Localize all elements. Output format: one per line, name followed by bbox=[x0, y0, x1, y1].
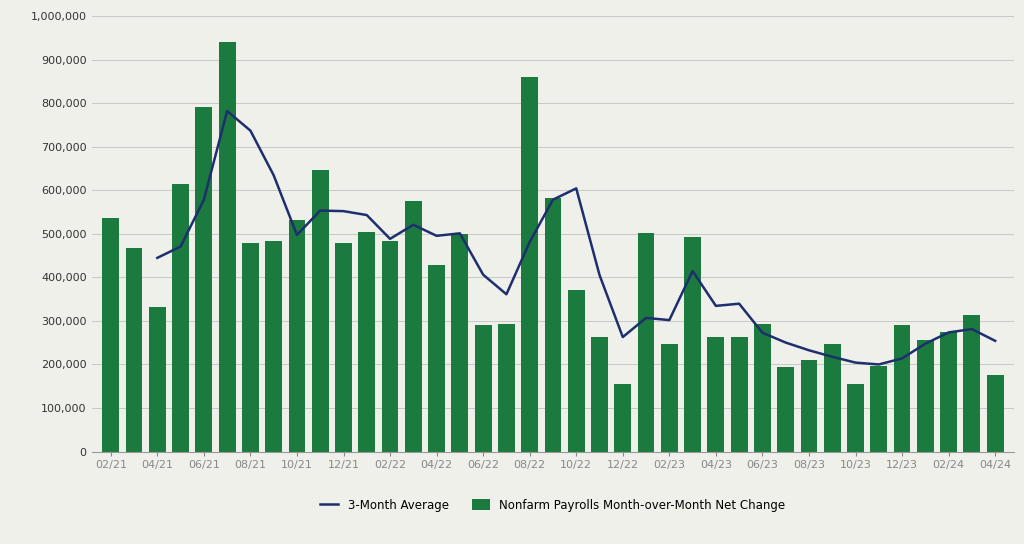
Bar bbox=[358, 232, 375, 452]
Bar bbox=[894, 325, 910, 452]
Bar bbox=[847, 384, 864, 452]
3-Month Average bbox=[989, 338, 1001, 344]
3-Month Average bbox=[593, 271, 605, 278]
Bar bbox=[219, 41, 236, 452]
3-Month Average bbox=[849, 360, 861, 366]
Bar bbox=[242, 243, 259, 452]
3-Month Average bbox=[501, 291, 513, 298]
3-Month Average bbox=[686, 268, 698, 274]
3-Month Average bbox=[454, 230, 466, 237]
3-Month Average bbox=[152, 255, 164, 261]
Bar bbox=[312, 170, 329, 452]
Bar bbox=[987, 375, 1004, 452]
3-Month Average bbox=[221, 108, 233, 114]
Bar bbox=[660, 344, 678, 452]
3-Month Average bbox=[733, 300, 745, 307]
Bar bbox=[196, 107, 212, 452]
Bar bbox=[801, 360, 817, 452]
Bar bbox=[475, 325, 492, 452]
3-Month Average bbox=[640, 314, 652, 321]
3-Month Average bbox=[616, 334, 629, 341]
3-Month Average bbox=[314, 207, 327, 214]
Bar bbox=[428, 265, 445, 452]
Bar bbox=[731, 337, 748, 452]
Bar bbox=[684, 237, 701, 452]
3-Month Average bbox=[337, 208, 349, 214]
Bar bbox=[148, 307, 166, 452]
3-Month Average bbox=[174, 243, 186, 250]
3-Month Average bbox=[198, 196, 210, 203]
Bar bbox=[708, 337, 724, 452]
Bar bbox=[614, 384, 631, 452]
3-Month Average bbox=[826, 354, 839, 360]
3-Month Average bbox=[920, 341, 932, 347]
3-Month Average bbox=[803, 347, 815, 354]
3-Month Average bbox=[664, 317, 676, 323]
3-Month Average bbox=[360, 212, 373, 218]
Bar bbox=[126, 248, 142, 452]
Bar bbox=[265, 242, 282, 452]
Bar bbox=[545, 198, 561, 452]
3-Month Average bbox=[430, 232, 442, 239]
3-Month Average bbox=[966, 326, 978, 332]
Bar bbox=[638, 233, 654, 452]
3-Month Average bbox=[291, 232, 303, 238]
3-Month Average bbox=[779, 339, 792, 346]
3-Month Average bbox=[710, 302, 722, 309]
Bar bbox=[824, 344, 841, 452]
Bar bbox=[335, 243, 352, 452]
Bar bbox=[777, 367, 794, 452]
Line: 3-Month Average: 3-Month Average bbox=[158, 111, 995, 364]
Bar bbox=[521, 77, 538, 452]
3-Month Average bbox=[384, 236, 396, 242]
3-Month Average bbox=[570, 185, 583, 191]
3-Month Average bbox=[757, 330, 769, 336]
3-Month Average bbox=[477, 271, 489, 278]
Bar bbox=[916, 340, 934, 452]
Bar bbox=[568, 290, 585, 452]
Bar bbox=[498, 324, 515, 452]
Bar bbox=[102, 218, 119, 452]
3-Month Average bbox=[408, 221, 420, 228]
3-Month Average bbox=[896, 355, 908, 362]
Bar bbox=[452, 234, 468, 452]
Bar bbox=[964, 316, 980, 452]
3-Month Average bbox=[523, 239, 536, 245]
Bar bbox=[940, 332, 957, 452]
Legend: 3-Month Average, Nonfarm Payrolls Month-over-Month Net Change: 3-Month Average, Nonfarm Payrolls Month-… bbox=[316, 495, 790, 515]
3-Month Average bbox=[942, 329, 954, 336]
3-Month Average bbox=[267, 172, 280, 178]
Bar bbox=[404, 201, 422, 452]
3-Month Average bbox=[245, 127, 257, 134]
3-Month Average bbox=[872, 361, 885, 368]
3-Month Average bbox=[547, 196, 559, 203]
Bar bbox=[289, 220, 305, 452]
Bar bbox=[382, 242, 398, 452]
Bar bbox=[591, 337, 608, 452]
Bar bbox=[870, 366, 887, 452]
Bar bbox=[754, 324, 771, 452]
Bar bbox=[172, 184, 189, 452]
